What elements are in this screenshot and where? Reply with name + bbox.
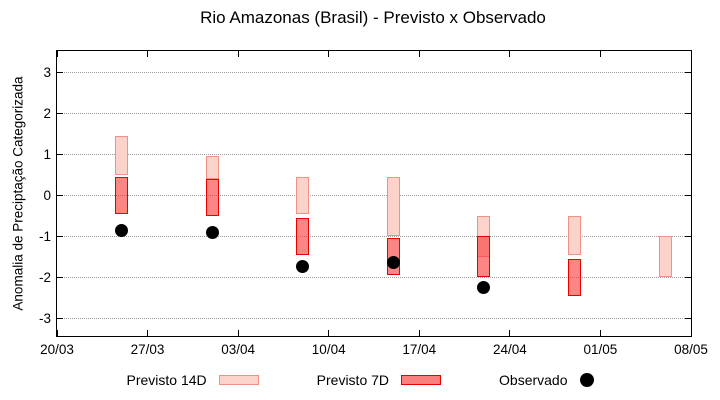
- x-tick-label: 10/04: [311, 342, 346, 357]
- y-tick-mark: [57, 235, 63, 237]
- x-tick-mark: [237, 51, 239, 57]
- y-tick-mark: [685, 276, 691, 278]
- x-tick-label: 03/04: [221, 342, 256, 357]
- observado-dot: [205, 225, 219, 239]
- legend-swatch-previsto-7d: [401, 375, 442, 385]
- plot-area: 3 2 1 0 -1 -2 -3 20/03 27/03 03/04 10/04 17/04 24/04…: [39, 50, 708, 357]
- x-tick-mark: [599, 330, 601, 336]
- y-tick-mark: [57, 317, 63, 319]
- x-tick-mark: [690, 330, 692, 336]
- x-tick-label: 27/03: [130, 342, 165, 357]
- y-tick-label: -1: [38, 228, 51, 244]
- y-tick-mark: [685, 235, 691, 237]
- x-tick-mark: [509, 330, 511, 336]
- legend-item-previsto-7d: Previsto 7D: [316, 372, 442, 388]
- range-bar-previsto-14d: [658, 236, 672, 278]
- x-tick-mark: [237, 330, 239, 336]
- y-tick-mark: [57, 276, 63, 278]
- y-tick-mark: [57, 194, 63, 196]
- legend-label-previsto-7d: Previsto 7D: [316, 372, 390, 388]
- x-tick-label: 24/04: [492, 342, 527, 357]
- range-bar-previsto-14d: [205, 156, 219, 179]
- y-tick-label: 0: [43, 187, 51, 203]
- x-tick-mark: [418, 330, 420, 336]
- range-bar-previsto-7d: [477, 236, 491, 278]
- y-tick-mark: [685, 194, 691, 196]
- y-tick-label: -2: [38, 269, 51, 285]
- legend-label-previsto-14d: Previsto 14D: [126, 372, 207, 388]
- range-bar-previsto-14d: [568, 215, 582, 255]
- chart-title: Rio Amazonas (Brasil) - Previsto x Obser…: [200, 8, 546, 27]
- gridline: [57, 113, 691, 115]
- legend: Previsto 14D Previsto 7D Observado: [0, 367, 720, 393]
- x-tick-mark: [509, 51, 511, 57]
- legend-item-previsto-14d: Previsto 14D: [127, 372, 259, 388]
- y-tick-mark: [57, 153, 63, 155]
- observado-dot: [296, 260, 310, 274]
- y-tick-mark: [57, 113, 63, 115]
- range-bar-previsto-7d: [296, 217, 310, 255]
- x-tick-mark: [56, 330, 58, 336]
- y-tick-label: -3: [38, 310, 51, 326]
- range-bar-previsto-7d: [568, 258, 582, 296]
- gridline: [57, 72, 691, 74]
- x-tick-mark: [147, 330, 149, 336]
- gridline: [57, 317, 691, 319]
- observado-dot: [477, 280, 491, 294]
- x-tick-label: 20/03: [40, 342, 74, 357]
- range-bar-previsto-7d: [115, 176, 129, 214]
- y-tick-label: 2: [43, 106, 51, 122]
- y-tick-mark: [685, 317, 691, 319]
- x-tick-label: 17/04: [402, 342, 437, 357]
- x-tick-mark: [690, 51, 692, 57]
- x-tick-label: 08/05: [674, 342, 708, 357]
- legend-swatch-observado-dot: [579, 373, 594, 387]
- x-tick-mark: [56, 51, 58, 57]
- x-tick-mark: [418, 51, 420, 57]
- legend-label-observado: Observado: [499, 372, 568, 388]
- range-bar-previsto-14d: [115, 136, 129, 175]
- y-tick-mark: [57, 72, 63, 74]
- observado-dot: [115, 223, 129, 237]
- y-tick-mark: [685, 153, 691, 155]
- range-bar-previsto-7d: [205, 178, 219, 216]
- y-tick-label: 3: [43, 65, 51, 81]
- gridline: [57, 276, 691, 278]
- x-tick-mark: [328, 330, 330, 336]
- observado-dot: [386, 256, 400, 270]
- x-tick-mark: [328, 51, 330, 57]
- y-tick-mark: [685, 113, 691, 115]
- range-bar-previsto-14d: [386, 176, 400, 237]
- legend-item-observado: Observado: [499, 372, 594, 388]
- gridline: [57, 153, 691, 155]
- range-bar-previsto-14d: [296, 176, 310, 214]
- x-tick-label: 01/05: [583, 342, 618, 357]
- x-tick-mark: [599, 51, 601, 57]
- gridline: [57, 194, 691, 196]
- gridline: [57, 235, 691, 237]
- x-tick-mark: [147, 51, 149, 57]
- y-tick-mark: [685, 72, 691, 74]
- legend-swatch-previsto-14d: [218, 375, 259, 385]
- y-tick-label: 1: [43, 146, 51, 162]
